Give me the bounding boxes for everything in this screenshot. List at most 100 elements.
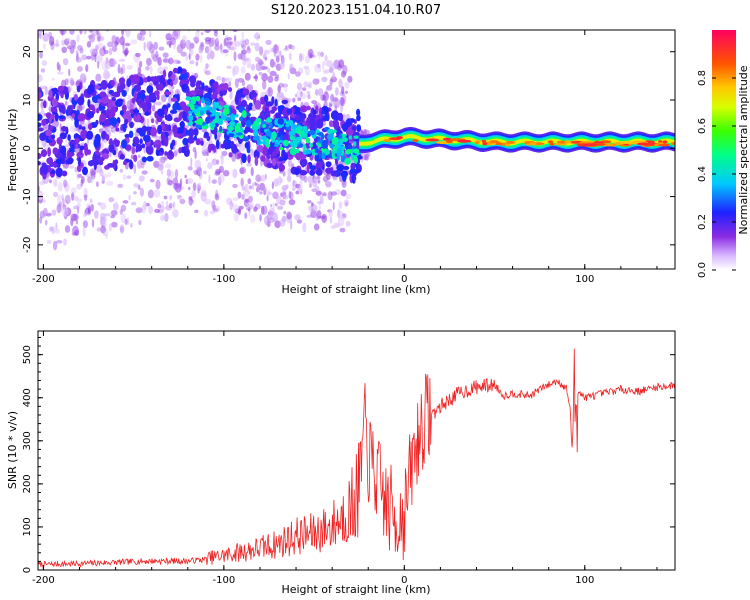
spec-blob: [288, 199, 296, 206]
spec-blob: [196, 89, 204, 96]
spec-blob: [90, 170, 96, 180]
spec-blob: [258, 71, 263, 76]
spec-blob: [106, 180, 114, 187]
spec-blob: [238, 26, 242, 30]
spec-blob: [96, 227, 101, 232]
spec-blob: [180, 51, 187, 57]
spec-blob: [162, 69, 167, 79]
spec-blob: [64, 225, 71, 233]
spec-hotspot: [482, 142, 488, 146]
spec-blob: [250, 42, 256, 46]
spec-blob: [72, 213, 79, 221]
spec-blob: [173, 19, 180, 29]
spec-blob: [146, 85, 154, 94]
spec-blob: [283, 82, 288, 93]
spec-blob: [126, 65, 133, 70]
spec-blob: [40, 149, 48, 158]
spec-blob: [103, 232, 106, 236]
spec-blob: [93, 85, 101, 90]
spec-blob: [112, 202, 119, 211]
spec-blob: [184, 6, 189, 12]
spec-blob: [97, 98, 102, 104]
spec-blob: [218, 105, 223, 110]
spec-blob: [300, 105, 308, 113]
spec-blob: [256, 145, 264, 153]
spec-blob: [72, 225, 79, 236]
spec-blob: [353, 156, 358, 164]
spec-blob: [117, 63, 121, 74]
spec-blob: [240, 51, 246, 61]
spec-blob: [315, 168, 323, 176]
spec-blob: [160, 214, 165, 222]
spec-blob: [151, 105, 156, 112]
spec-blob: [71, 144, 75, 149]
spec-blob: [77, 96, 85, 106]
spec-blob: [51, 226, 55, 235]
spec-blob: [341, 145, 346, 150]
spec-blob: [124, 133, 131, 138]
spec-blob: [331, 170, 338, 175]
spec-blob: [63, 179, 68, 188]
spec-blob: [66, 105, 72, 115]
spec-blob: [42, 199, 46, 203]
spec-blob: [248, 102, 253, 108]
spec-blob: [236, 132, 243, 136]
spec-blob: [327, 134, 332, 140]
spec-hotspot: [671, 142, 675, 145]
spec-blob: [277, 118, 285, 125]
spec-hotspot: [620, 140, 635, 144]
spec-blob: [186, 177, 194, 185]
spec-blob: [287, 158, 293, 168]
spec-blob: [184, 174, 187, 179]
spec-blob: [208, 143, 212, 153]
spec-blob: [223, 108, 228, 116]
spec-blob: [110, 80, 115, 86]
spec-blob: [121, 139, 127, 149]
spec-blob: [85, 55, 92, 60]
spec-blob: [278, 164, 285, 172]
spec-blob: [53, 178, 58, 187]
spec-blob: [52, 240, 58, 251]
spec-blob: [263, 94, 269, 103]
spec-blob: [81, 21, 88, 25]
spec-blob: [318, 152, 322, 160]
spec-blob: [329, 142, 334, 149]
spec-hotspot: [481, 139, 487, 143]
spec-y-tick-label: 10: [22, 94, 33, 107]
spec-blob: [287, 167, 292, 176]
spec-blob: [340, 70, 347, 78]
spec-blob: [97, 42, 104, 49]
spec-blob: [353, 135, 359, 139]
spec-blob: [190, 157, 193, 167]
spec-blob: [315, 190, 322, 196]
spec-blob: [60, 93, 64, 99]
spec-blob: [149, 30, 152, 38]
spec-blob: [296, 125, 303, 130]
spec-blob: [194, 12, 200, 21]
spec-blob: [133, 183, 140, 188]
spec-blob: [105, 110, 111, 116]
spec-hotspot: [412, 139, 419, 143]
spec-blob: [95, 55, 103, 64]
spec-blob: [280, 134, 284, 141]
spec-blob: [121, 104, 127, 112]
spec-blob: [141, 156, 147, 163]
spec-blob: [240, 99, 248, 108]
spec-blob: [271, 181, 274, 190]
spec-blob: [271, 212, 279, 222]
spec-blob: [287, 119, 294, 126]
spec-blob: [160, 170, 164, 175]
spec-blob: [172, 177, 179, 186]
spec-blob: [146, 75, 151, 83]
spec-blob: [309, 142, 313, 148]
spec-blob: [223, 104, 230, 109]
spec-blob: [262, 205, 268, 215]
spec-blob: [295, 190, 300, 195]
spec-blob: [302, 222, 307, 233]
spec-blob: [165, 163, 172, 169]
spec-blob: [275, 55, 280, 63]
spec-blob: [38, 113, 43, 121]
spec-blob: [61, 39, 65, 47]
spec-blob: [88, 30, 94, 33]
spec-blob: [195, 138, 201, 146]
